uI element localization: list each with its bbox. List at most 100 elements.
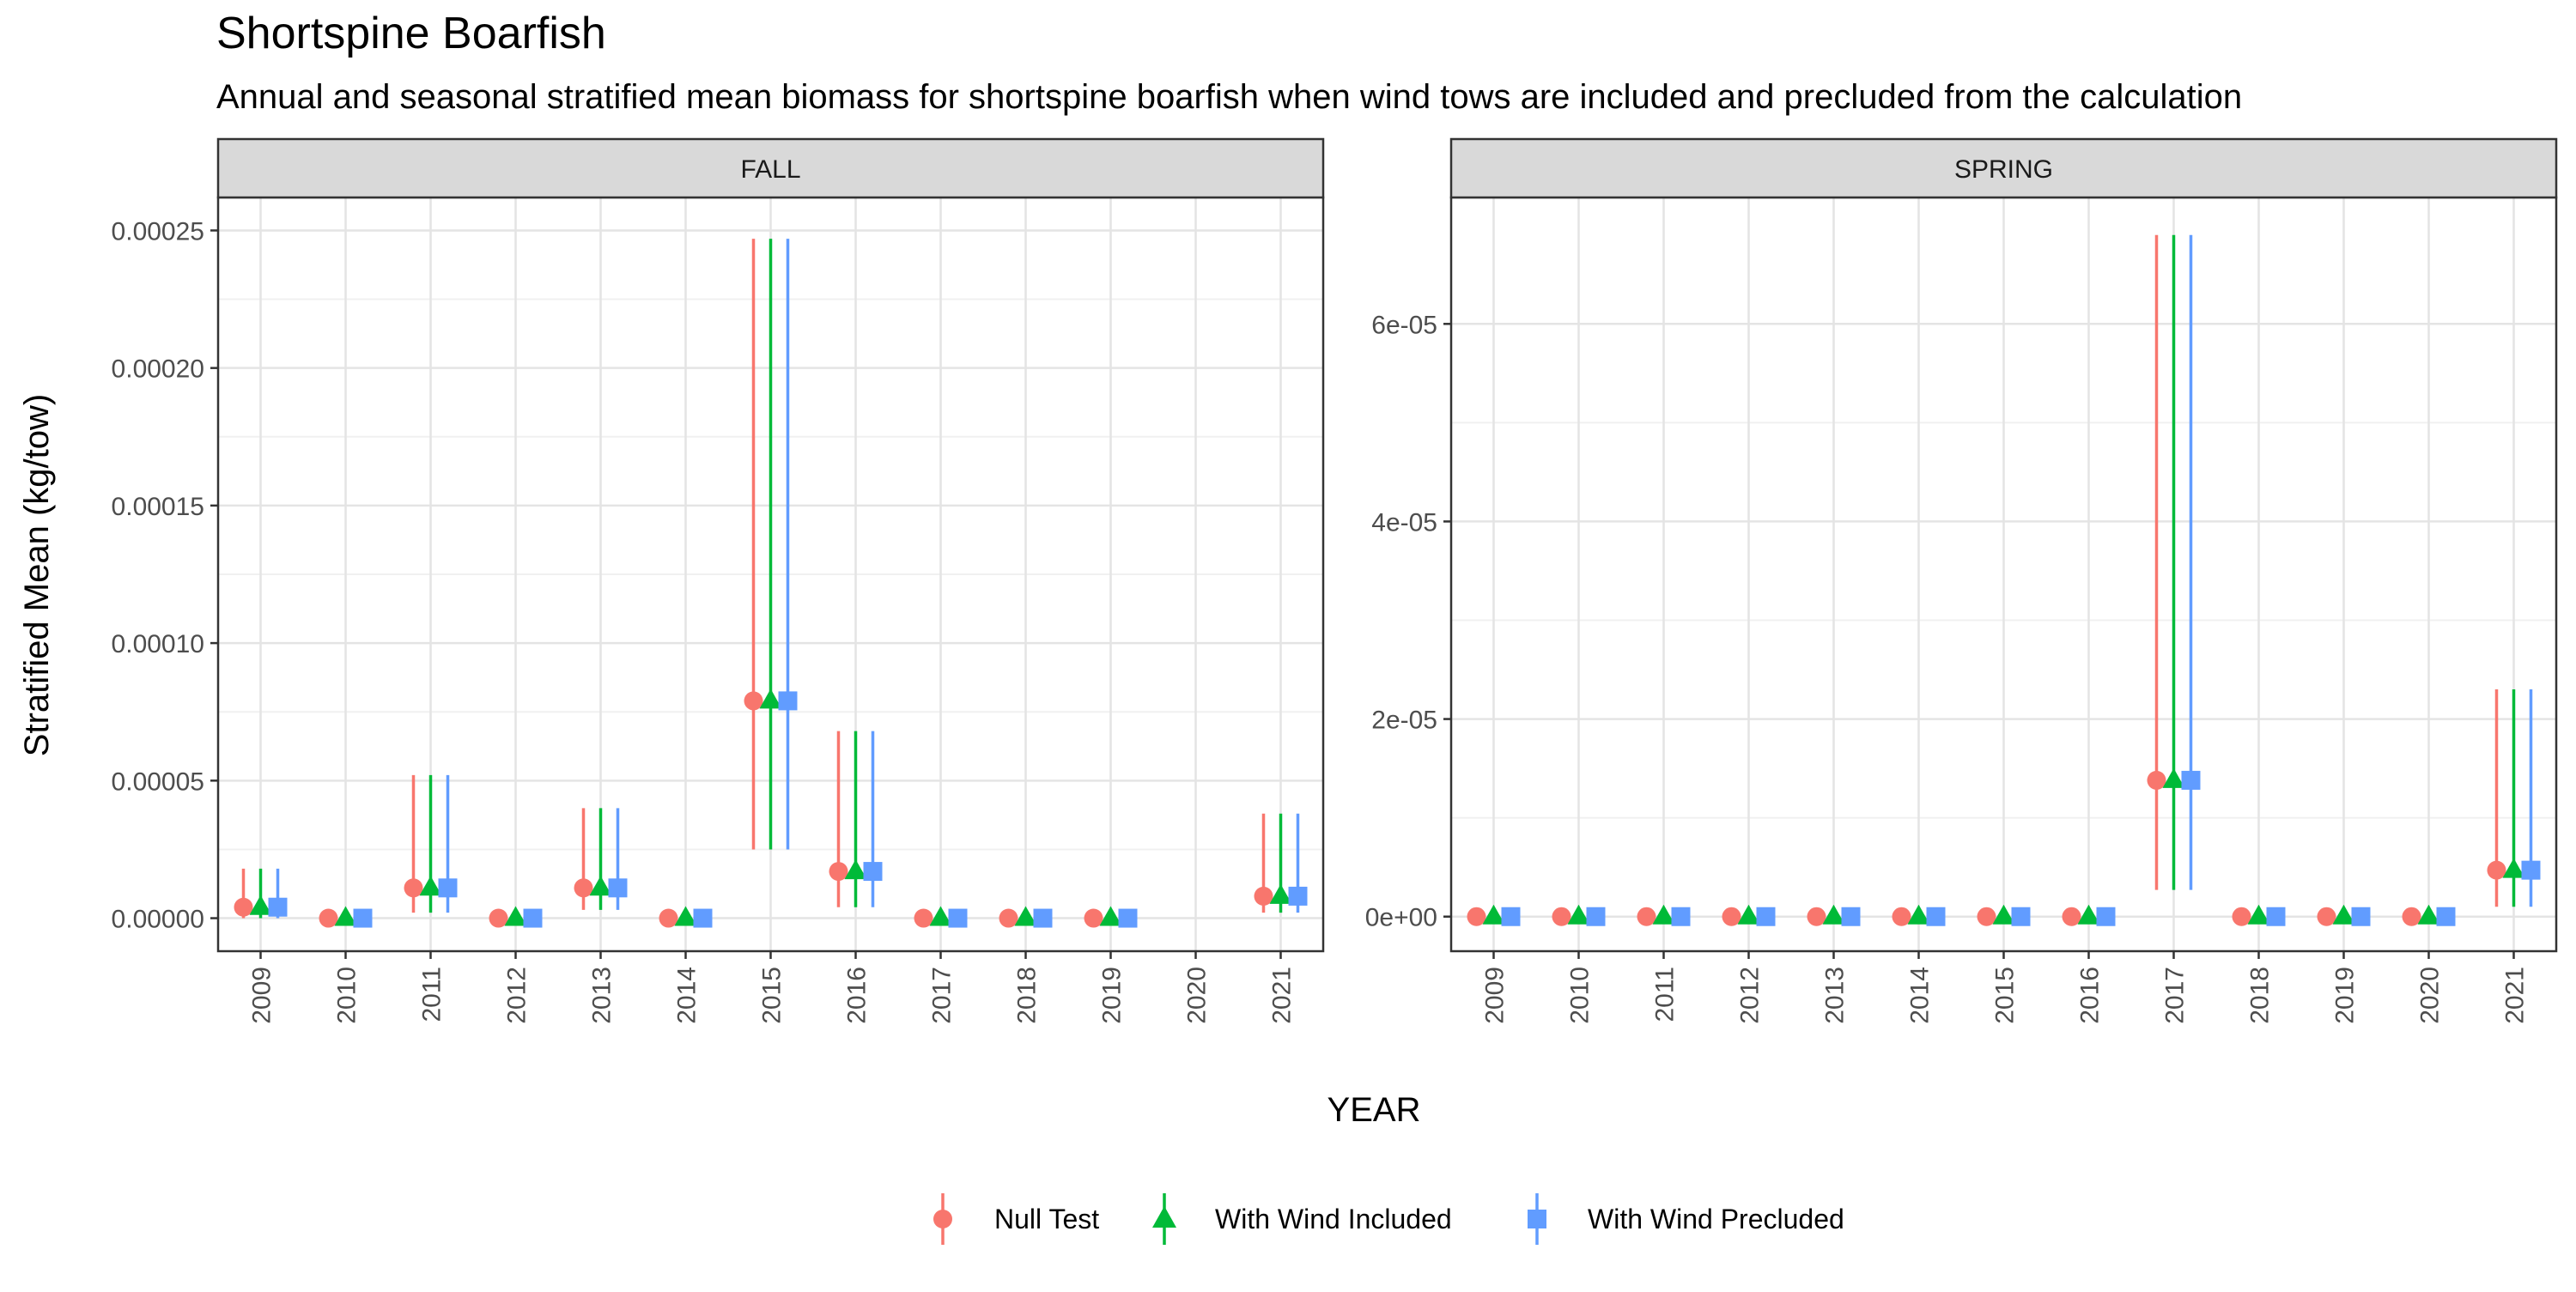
facet-strip bbox=[216, 137, 1325, 199]
point-with-wind-precluded bbox=[693, 908, 713, 928]
point-with-wind-included bbox=[1822, 904, 1845, 925]
point-with-wind-precluded bbox=[1926, 907, 1946, 926]
point-with-wind-included bbox=[1099, 906, 1122, 926]
point-with-wind-included bbox=[1567, 904, 1590, 925]
point-with-wind-included bbox=[929, 906, 952, 926]
point-null-test bbox=[1552, 907, 1571, 926]
point-null-test bbox=[1977, 907, 1996, 926]
x-tick-label: 2014 bbox=[673, 967, 702, 1024]
x-tick-label: 2009 bbox=[1481, 967, 1510, 1024]
point-with-wind-included bbox=[504, 906, 527, 926]
y-axis-label: Stratified Mean (kg/tow) bbox=[18, 394, 56, 756]
point-null-test bbox=[2147, 770, 2166, 790]
facet-panels: 0.00000 0.00005 0.00010 0.00015 0.00020 0.000… bbox=[112, 137, 2558, 1024]
point-null-test bbox=[2487, 860, 2506, 880]
point-null-test bbox=[319, 908, 338, 928]
point-with-wind-included bbox=[1737, 904, 1760, 925]
y-tick-label: 2e-05 bbox=[1371, 707, 1437, 735]
x-tick-label: 2016 bbox=[2076, 967, 2105, 1024]
point-with-wind-included bbox=[249, 895, 272, 915]
y-tick-label: 4e-05 bbox=[1371, 508, 1437, 537]
point-with-wind-precluded bbox=[2011, 907, 2031, 926]
point-with-wind-included bbox=[2417, 904, 2440, 925]
x-tick-label: 2016 bbox=[843, 967, 872, 1024]
point-with-wind-precluded bbox=[2181, 770, 2201, 790]
y-tick-label: 0.00010 bbox=[112, 630, 204, 658]
point-null-test bbox=[2232, 907, 2251, 926]
x-tick-label: 2013 bbox=[1821, 967, 1850, 1024]
x-tick-label: 2013 bbox=[588, 967, 617, 1024]
point-with-wind-precluded bbox=[1671, 907, 1691, 926]
x-tick-label: 2012 bbox=[1736, 967, 1765, 1024]
point-with-wind-included bbox=[2502, 858, 2525, 878]
x-axis-label: YEAR bbox=[1327, 1091, 1421, 1129]
x-tick-label: 2011 bbox=[1651, 967, 1680, 1022]
x-tick-label: 2014 bbox=[1906, 967, 1935, 1024]
x-tick-label: 2010 bbox=[333, 967, 361, 1024]
legend-key-square bbox=[1528, 1210, 1546, 1228]
x-tick-label: 2019 bbox=[2331, 967, 2360, 1024]
point-with-wind-included bbox=[1992, 904, 2015, 925]
point-null-test bbox=[1637, 907, 1656, 926]
legend-item-included: With Wind Included bbox=[1152, 1193, 1452, 1245]
legend-label: With Wind Precluded bbox=[1588, 1204, 1844, 1234]
point-null-test bbox=[1722, 907, 1741, 926]
point-with-wind-included bbox=[674, 906, 697, 926]
point-with-wind-precluded bbox=[2266, 907, 2286, 926]
point-null-test bbox=[999, 908, 1018, 928]
legend-item-null: Null Test bbox=[933, 1193, 1099, 1245]
point-with-wind-precluded bbox=[2521, 860, 2541, 880]
point-null-test bbox=[659, 908, 678, 928]
point-with-wind-precluded bbox=[523, 908, 543, 928]
point-null-test bbox=[1807, 907, 1826, 926]
point-null-test bbox=[744, 691, 763, 711]
point-with-wind-precluded bbox=[353, 908, 373, 928]
y-tick-label: 0.00020 bbox=[112, 355, 204, 384]
panel-fall: 0.00000 0.00005 0.00010 0.00015 0.00020 0.000… bbox=[112, 137, 1325, 1024]
x-tick-label: 2021 bbox=[1268, 967, 1297, 1024]
point-with-wind-precluded bbox=[2436, 907, 2456, 926]
x-tick-label: 2018 bbox=[1013, 967, 1042, 1024]
point-with-wind-included bbox=[1014, 906, 1037, 926]
facet-strip-label: SPRING bbox=[1954, 155, 2053, 184]
point-null-test bbox=[489, 908, 508, 928]
point-with-wind-included bbox=[419, 876, 442, 896]
x-tick-label: 2017 bbox=[928, 967, 957, 1024]
point-with-wind-precluded bbox=[2096, 907, 2116, 926]
legend-key-circle bbox=[933, 1210, 952, 1228]
point-null-test bbox=[1892, 907, 1911, 926]
point-with-wind-precluded bbox=[1033, 908, 1053, 928]
point-with-wind-included bbox=[2332, 904, 2355, 925]
x-tick-label: 2020 bbox=[1183, 967, 1212, 1024]
point-with-wind-included bbox=[1652, 904, 1675, 925]
point-with-wind-precluded bbox=[2351, 907, 2371, 926]
x-tick-label: 2019 bbox=[1098, 967, 1127, 1024]
point-with-wind-precluded bbox=[948, 908, 968, 928]
y-tick-label: 0.00005 bbox=[112, 767, 204, 796]
x-tick-label: 2015 bbox=[758, 967, 787, 1024]
chart-title: Shortspine Boarfish bbox=[216, 9, 606, 58]
point-with-wind-included bbox=[2247, 904, 2270, 925]
chart-subtitle: Annual and seasonal stratified mean biom… bbox=[216, 78, 2242, 116]
point-null-test bbox=[404, 878, 423, 898]
point-with-wind-included bbox=[2162, 767, 2185, 788]
point-null-test bbox=[2062, 907, 2081, 926]
point-with-wind-precluded bbox=[1841, 907, 1861, 926]
y-tick-label: 0.00000 bbox=[112, 906, 204, 934]
point-with-wind-precluded bbox=[1501, 907, 1521, 926]
point-with-wind-precluded bbox=[863, 862, 883, 882]
point-null-test bbox=[574, 878, 593, 898]
point-with-wind-precluded bbox=[608, 878, 628, 898]
point-with-wind-included bbox=[759, 688, 782, 709]
y-tick-label: 0e+00 bbox=[1365, 904, 1437, 932]
point-with-wind-precluded bbox=[268, 897, 288, 917]
point-null-test bbox=[2317, 907, 2336, 926]
legend: Null Test With Wind Included With Wind Pre… bbox=[933, 1193, 1844, 1245]
point-with-wind-precluded bbox=[1586, 907, 1606, 926]
y-tick-label: 0.00015 bbox=[112, 493, 204, 521]
legend-label: With Wind Included bbox=[1215, 1204, 1452, 1234]
point-with-wind-precluded bbox=[1756, 907, 1776, 926]
x-tick-label: 2015 bbox=[1991, 967, 2020, 1024]
legend-key-triangle bbox=[1152, 1206, 1176, 1228]
